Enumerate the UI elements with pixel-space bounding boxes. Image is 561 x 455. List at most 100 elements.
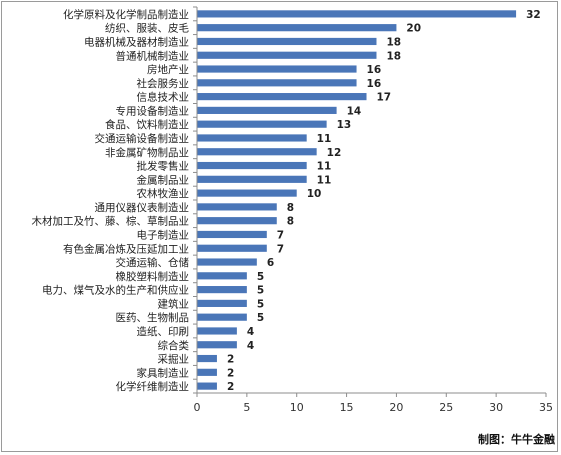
data-label: 20 <box>406 23 421 35</box>
data-label: 2 <box>227 367 234 379</box>
bar <box>197 10 517 18</box>
data-label: 7 <box>277 243 284 255</box>
bar <box>197 230 267 239</box>
data-label: 13 <box>337 119 352 131</box>
x-tick-label: 15 <box>340 401 354 414</box>
bar <box>197 272 247 280</box>
category-label: 橡胶塑料制造业 <box>116 270 190 283</box>
data-label: 11 <box>317 133 332 145</box>
category-label: 电器机械及器材制造业 <box>84 35 189 48</box>
category-label: 家具制造业 <box>137 366 190 379</box>
bar <box>197 327 237 335</box>
x-tick-labels: 0 5 10 15 20 25 30 35 <box>194 401 554 414</box>
bar <box>197 244 267 252</box>
chart-bars <box>197 10 517 390</box>
x-tick-label: 10 <box>290 401 304 414</box>
category-label: 农林牧渔业 <box>137 187 190 200</box>
data-label: 5 <box>257 271 264 283</box>
data-label: 8 <box>287 202 294 214</box>
x-tick-label: 5 <box>243 401 250 414</box>
category-label: 电力、煤气及水的生产和供应业 <box>42 284 189 297</box>
category-label: 批发零售业 <box>137 160 190 173</box>
x-tick-label: 30 <box>489 401 503 414</box>
data-label: 8 <box>287 216 294 228</box>
category-label: 建筑业 <box>158 297 190 310</box>
category-label: 采掘业 <box>158 353 190 366</box>
bar <box>197 354 217 363</box>
data-label: 5 <box>257 285 264 297</box>
x-tick-label: 0 <box>194 401 201 414</box>
data-label: 2 <box>227 354 234 366</box>
bar <box>197 106 337 114</box>
data-label: 16 <box>367 64 382 76</box>
category-label: 通用仪器仪表制造业 <box>95 201 190 214</box>
bar <box>197 24 397 32</box>
data-label: 17 <box>377 92 392 104</box>
bar <box>197 286 247 294</box>
category-label: 专用设备制造业 <box>116 104 190 117</box>
bar <box>197 189 297 197</box>
bar <box>197 341 237 349</box>
bar <box>197 93 367 101</box>
bar <box>197 51 377 59</box>
bar <box>197 161 307 170</box>
data-label: 7 <box>277 229 284 241</box>
data-label: 18 <box>386 50 401 62</box>
bar <box>197 79 357 87</box>
bar <box>197 203 277 211</box>
category-labels: 化学原料及化学制品制造业纺织、服装、皮毛电器机械及器材制造业普通机械制造业房地产… <box>32 8 190 393</box>
data-label: 12 <box>327 147 342 159</box>
category-label: 食品、饮料制造业 <box>105 118 189 131</box>
bar <box>197 175 307 183</box>
bar <box>197 382 217 390</box>
category-label: 纺织、服装、皮毛 <box>105 22 189 35</box>
x-tick-label: 20 <box>389 401 403 414</box>
category-label: 医药、生物制品 <box>116 311 190 324</box>
data-label: 6 <box>267 257 274 269</box>
category-label: 有色金属冶炼及压延加工业 <box>63 242 189 255</box>
bar <box>197 299 247 307</box>
category-label: 造纸、印刷 <box>137 325 190 338</box>
category-label: 交通运输、仓储 <box>116 256 190 269</box>
data-label: 18 <box>386 36 401 48</box>
bar <box>197 134 307 142</box>
category-label: 非金属矿物制品业 <box>105 146 189 159</box>
bar <box>197 120 327 128</box>
category-label: 社会服务业 <box>137 77 190 90</box>
data-label: 5 <box>257 312 264 324</box>
bar <box>197 37 377 46</box>
x-tick-label: 25 <box>439 401 453 414</box>
category-label: 信息技术业 <box>137 91 190 104</box>
category-label: 交通运输设备制造业 <box>95 132 190 145</box>
category-label: 化学纤维制造业 <box>116 380 190 393</box>
data-label: 11 <box>317 161 332 173</box>
data-label: 4 <box>247 326 254 338</box>
category-label: 普通机械制造业 <box>116 49 190 62</box>
data-label: 2 <box>227 381 234 393</box>
category-label: 木材加工及竹、藤、棕、草制品业 <box>32 215 190 228</box>
data-label: 14 <box>347 105 362 117</box>
data-label: 16 <box>367 78 382 90</box>
value-labels: 3220181816161714131112111110887765555442… <box>227 9 541 393</box>
bar <box>197 368 217 376</box>
chart-credit: 制图：牛牛金融 <box>478 433 555 446</box>
data-label: 5 <box>257 298 264 310</box>
category-label: 房地产业 <box>147 63 189 76</box>
data-label: 32 <box>526 9 541 21</box>
chart-axes <box>193 6 547 397</box>
category-label: 化学原料及化学制品制造业 <box>63 8 189 21</box>
category-label: 金属制品业 <box>137 173 190 186</box>
data-label: 11 <box>317 174 332 186</box>
x-tick-label: 35 <box>539 401 553 414</box>
category-label: 电子制造业 <box>137 228 190 241</box>
bar <box>197 148 317 156</box>
bar <box>197 65 357 73</box>
data-label: 4 <box>247 340 254 352</box>
data-label: 10 <box>307 188 322 200</box>
bar <box>197 258 257 266</box>
bar <box>197 313 247 321</box>
category-label: 综合类 <box>158 339 190 352</box>
bar <box>197 217 277 225</box>
